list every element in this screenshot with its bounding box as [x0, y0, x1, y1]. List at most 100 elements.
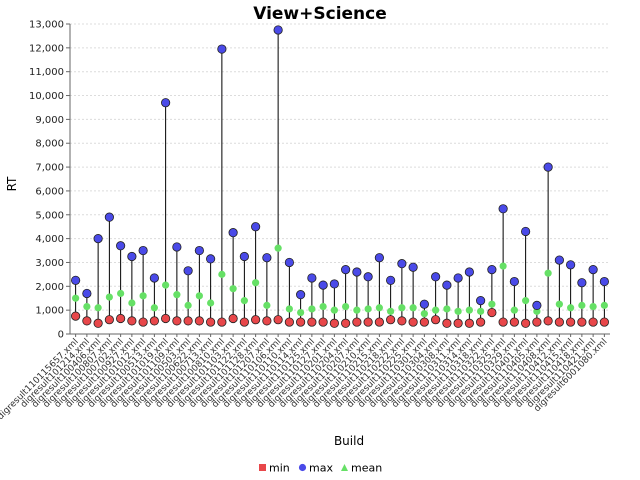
- max-point: [431, 272, 441, 282]
- min-point: [93, 318, 103, 328]
- legend-mean-swatch: [341, 464, 348, 471]
- min-point: [329, 318, 339, 328]
- y-tick-label: 9,000: [35, 115, 64, 126]
- min-point: [521, 318, 531, 328]
- max-point: [217, 44, 227, 54]
- min-point: [172, 316, 182, 326]
- min-point: [82, 316, 92, 326]
- max-point: [194, 245, 204, 256]
- max-point: [71, 275, 81, 285]
- min-point: [341, 318, 351, 328]
- max-point: [262, 253, 272, 263]
- max-point: [509, 276, 519, 287]
- mean-point: [420, 310, 428, 318]
- mean-point: [117, 289, 125, 298]
- mean-point: [218, 270, 226, 278]
- mean-point: [578, 301, 586, 309]
- min-point: [228, 313, 238, 324]
- y-tick-label: 8,000: [35, 139, 64, 150]
- max-point: [588, 265, 598, 275]
- legend-max-label: max: [309, 462, 333, 475]
- max-point: [442, 280, 452, 290]
- max-point: [599, 276, 609, 287]
- max-point: [284, 257, 294, 268]
- max-point: [318, 280, 328, 290]
- mean-point: [567, 304, 575, 312]
- min-point: [194, 316, 204, 326]
- min-point: [217, 317, 227, 327]
- y-tick-label: 6,000: [35, 186, 64, 197]
- y-tick-label: 4,000: [35, 234, 64, 245]
- mean-point: [600, 301, 608, 309]
- y-tick-label: 10,000: [29, 91, 64, 102]
- max-point: [149, 273, 159, 283]
- mean-point: [207, 299, 215, 307]
- mean-point: [330, 306, 338, 314]
- max-point: [498, 204, 508, 214]
- mean-point: [105, 293, 113, 301]
- mean-point: [83, 302, 91, 311]
- max-point: [307, 273, 317, 283]
- max-point: [161, 98, 171, 108]
- legend-min-swatch: [259, 464, 266, 471]
- min-point: [577, 317, 587, 327]
- max-point: [554, 255, 564, 265]
- legend-mean-label: mean: [351, 462, 382, 475]
- max-point: [408, 262, 418, 272]
- mean-point: [308, 305, 316, 313]
- max-point: [341, 265, 351, 275]
- mean-point: [477, 307, 485, 315]
- min-point: [431, 315, 441, 325]
- max-point: [453, 273, 463, 283]
- mean-point: [342, 302, 350, 311]
- min-point: [464, 318, 474, 328]
- min-point: [352, 317, 362, 327]
- mean-point: [297, 308, 305, 317]
- max-point: [397, 259, 407, 269]
- x-axis-label: Build: [334, 434, 364, 448]
- max-point: [476, 296, 486, 306]
- y-tick-label: 11,000: [29, 67, 64, 78]
- mean-point: [240, 297, 248, 305]
- max-point: [239, 251, 249, 262]
- mean-point: [229, 285, 237, 293]
- mean-point: [510, 306, 518, 314]
- max-point: [363, 272, 373, 282]
- data-points: [71, 25, 609, 328]
- mean-point: [443, 305, 451, 313]
- max-point: [419, 299, 429, 309]
- mean-point: [274, 244, 282, 252]
- max-point: [543, 162, 553, 172]
- max-point: [577, 278, 587, 288]
- mean-point: [285, 305, 293, 313]
- max-point: [127, 251, 137, 262]
- min-point: [273, 315, 283, 325]
- min-point: [509, 317, 519, 327]
- y-tick-label: 1,000: [35, 306, 64, 317]
- mean-point: [465, 306, 473, 314]
- mean-point: [555, 300, 563, 308]
- mean-point: [252, 279, 260, 287]
- max-point: [521, 226, 531, 237]
- max-point: [206, 254, 216, 264]
- min-point: [588, 317, 598, 327]
- min-point: [161, 313, 171, 324]
- y-tick-label: 2,000: [35, 282, 64, 293]
- max-point: [172, 242, 182, 252]
- min-point: [363, 317, 373, 327]
- mean-point: [499, 262, 507, 270]
- max-point: [386, 275, 396, 285]
- max-point: [183, 266, 193, 276]
- mean-point: [398, 304, 406, 312]
- min-point: [532, 317, 542, 327]
- mean-point: [387, 307, 395, 315]
- grid: [70, 23, 610, 311]
- mean-point: [353, 306, 361, 314]
- chart-title: View+Science: [253, 4, 387, 24]
- max-point: [374, 253, 384, 263]
- max-point: [93, 234, 103, 244]
- min-point: [498, 317, 508, 327]
- min-point: [566, 317, 576, 327]
- max-point: [329, 279, 339, 289]
